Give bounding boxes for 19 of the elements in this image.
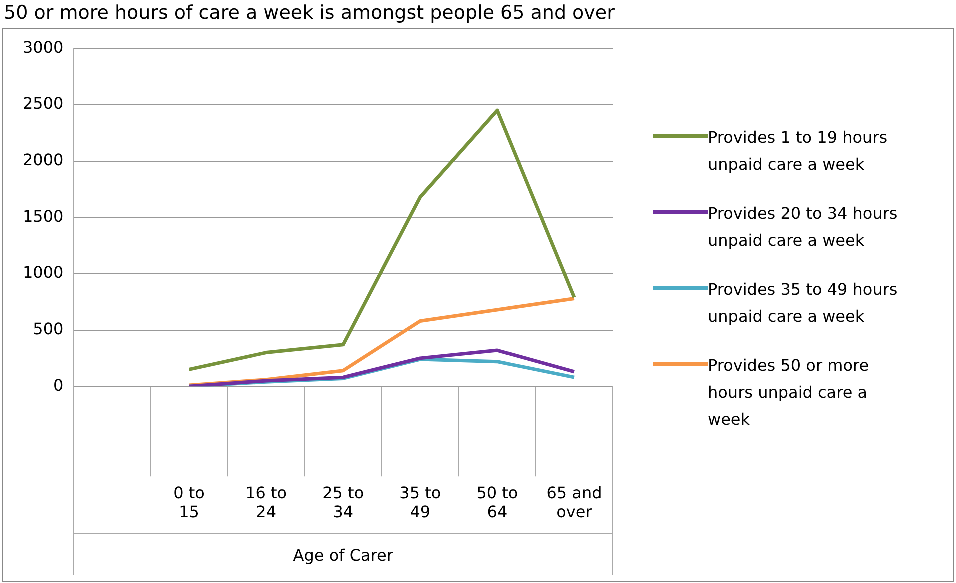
y-tick-label: 0	[54, 376, 64, 395]
x-tick-label: 35 to 49	[400, 483, 442, 522]
x-tick-label: 65 and over	[546, 483, 602, 522]
y-tick-label: 2000	[23, 150, 64, 170]
x-tick-label: 50 to 64	[476, 483, 518, 522]
legend-label: Provides 20 to 34 hours unpaid care a week	[708, 203, 899, 252]
legend-label: Provides 50 or more hours unpaid care a week	[708, 355, 870, 431]
y-tick-label: 500	[33, 319, 64, 338]
x-tick-label: 0 to 15	[174, 483, 205, 522]
legend-label: Provides 1 to 19 hours unpaid care a week	[708, 127, 889, 176]
y-tick-label: 2500	[23, 94, 64, 114]
x-tick-label: 25 to 34	[322, 483, 364, 522]
legend-label: Provides 35 to 49 hours unpaid care a week	[708, 279, 899, 328]
y-tick-label: 1500	[23, 206, 64, 226]
x-axis-title: Age of Carer	[293, 546, 394, 566]
y-tick-label: 3000	[23, 38, 64, 57]
x-tick-label: 16 to 24	[246, 483, 288, 522]
y-tick-label: 1000	[23, 263, 64, 282]
chart-title: 50 or more hours of care a week is amongst people 65 and over	[3, 1, 616, 26]
